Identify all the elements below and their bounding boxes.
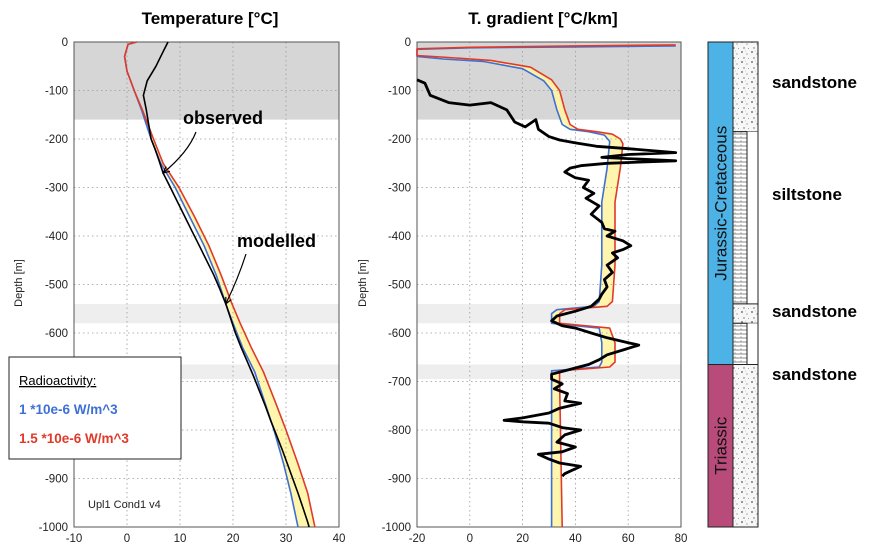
temperature-y-tick-label: -300	[45, 183, 68, 195]
gradient-series-model-1	[416, 45, 676, 527]
temperature-y-label: Depth [m]	[13, 259, 25, 307]
lithology-sand-layer	[732, 41, 759, 133]
gradient-plot-frame	[416, 41, 682, 528]
period-label: Triassic	[712, 416, 731, 474]
temperature-chart: -100102030400-100-200-300-400-500-600-70…	[13, 9, 345, 545]
gradient-series	[416, 44, 678, 528]
legend-item-1: 1 *10e-6 W/m^3	[19, 402, 118, 417]
temperature-y-tick-label: -600	[45, 328, 68, 340]
temperature-y-tick-label: -400	[45, 231, 68, 243]
gradient-y-tick-label: -1000	[382, 522, 411, 534]
temperature-shallow-band	[74, 42, 339, 120]
temperature-x-tick-label: 0	[124, 533, 130, 545]
gradient-x-tick-label: -20	[409, 533, 426, 545]
gradient-sandstone-band-1	[417, 303, 681, 324]
gradient-shading	[417, 42, 681, 527]
gradient-grid	[417, 42, 681, 527]
temperature-series-observed	[142, 41, 310, 528]
lithology-label-sandstone: sandstone	[772, 302, 857, 321]
annotation-modelled: modelled	[237, 231, 316, 251]
gradient-y-tick-label: -500	[388, 280, 411, 292]
annotation-observed: observed	[183, 108, 263, 128]
temperature-series-model-1-5	[123, 41, 316, 528]
legend-item-2: 1.5 *10e-6 W/m^3	[19, 431, 129, 446]
temperature-grid	[74, 42, 339, 527]
gradient-chart: -20 0 20 40 60 800-100-200-300-400-500-600-70…	[357, 9, 687, 545]
gradient-y-label: Depth [m]	[357, 259, 369, 307]
temperature-y-tick-label: -500	[45, 280, 68, 292]
stratigraphic-column: Jurassic-Cretaceous Triassic sandstone silt…	[707, 41, 857, 528]
gradient-x-tick-label: 80	[675, 533, 688, 545]
gradient-y-tick-label: -200	[388, 134, 411, 146]
gradient-title: T. gradient [°C/km]	[468, 9, 617, 28]
temperature-note: Upl1 Cond1 v4	[88, 499, 161, 511]
temperature-title: Temperature [°C]	[142, 9, 279, 28]
gradient-sandstone-band-2	[417, 364, 681, 380]
lithology-sand-layer	[732, 364, 759, 528]
temperature-y-tick-label: -900	[45, 474, 68, 486]
lithology-label-sandstone: sandstone	[772, 365, 857, 384]
gradient-y-tick-label: -300	[388, 183, 411, 195]
temperature-annotations: observed modelled	[162, 108, 316, 306]
temperature-x-tick-label: -10	[66, 533, 83, 545]
gradient-ticks: -20 0 20 40 60 800-100-200-300-400-500-600-70…	[382, 37, 688, 545]
period-label: Jurassic-Cretaceous	[712, 126, 731, 281]
legend: Radioactivity: 1 *10e-6 W/m^3 1.5 *10e-6…	[8, 356, 182, 460]
temperature-x-tick-label: 30	[280, 533, 293, 545]
annotation-arrowhead	[162, 166, 171, 174]
temperature-y-tick-label: -1000	[39, 522, 68, 534]
lithology-label-siltstone: siltstone	[772, 185, 842, 204]
temperature-ticks: -100102030400-100-200-300-400-500-600-70…	[39, 37, 346, 545]
gradient-x-tick-label: 20	[516, 533, 529, 545]
lithology-sand-layer	[732, 303, 759, 324]
gradient-x-tick-label: 0	[467, 533, 473, 545]
annotation-arrow	[162, 131, 197, 174]
gradient-x-tick-label: 40	[569, 533, 582, 545]
legend-box	[8, 356, 182, 460]
lithology-silt-layer	[732, 322, 748, 366]
period-triassic	[707, 364, 734, 528]
gradient-y-tick-label: 0	[405, 37, 411, 49]
temperature-x-tick-label: 40	[333, 533, 346, 545]
temperature-series	[123, 41, 316, 528]
gradient-y-tick-label: -900	[388, 474, 411, 486]
annotation-arrow	[225, 253, 247, 305]
gradient-y-tick-label: -400	[388, 231, 411, 243]
legend-title: Radioactivity:	[19, 373, 96, 388]
temperature-y-tick-label: -200	[45, 134, 68, 146]
gradient-x-tick-label: 60	[622, 533, 635, 545]
column-frame	[707, 41, 759, 528]
gradient-series-observed	[416, 78, 678, 478]
gradient-y-tick-label: -100	[388, 86, 411, 98]
gradient-y-tick-label: -800	[388, 425, 411, 437]
annotation-arrowhead	[225, 296, 232, 306]
temperature-x-tick-label: 10	[174, 533, 187, 545]
temperature-x-tick-label: 20	[227, 533, 240, 545]
lithology-label-sandstone: sandstone	[772, 73, 857, 92]
gradient-model-range-fill	[417, 44, 676, 527]
lithology-silt-layer	[732, 131, 748, 305]
gradient-y-tick-label: -600	[388, 328, 411, 340]
temperature-sandstone-band-1	[74, 303, 339, 324]
temperature-y-tick-label: -100	[45, 86, 68, 98]
temperature-y-tick-label: 0	[62, 37, 68, 49]
temperature-plot-frame	[73, 41, 340, 528]
gradient-y-tick-label: -700	[388, 377, 411, 389]
